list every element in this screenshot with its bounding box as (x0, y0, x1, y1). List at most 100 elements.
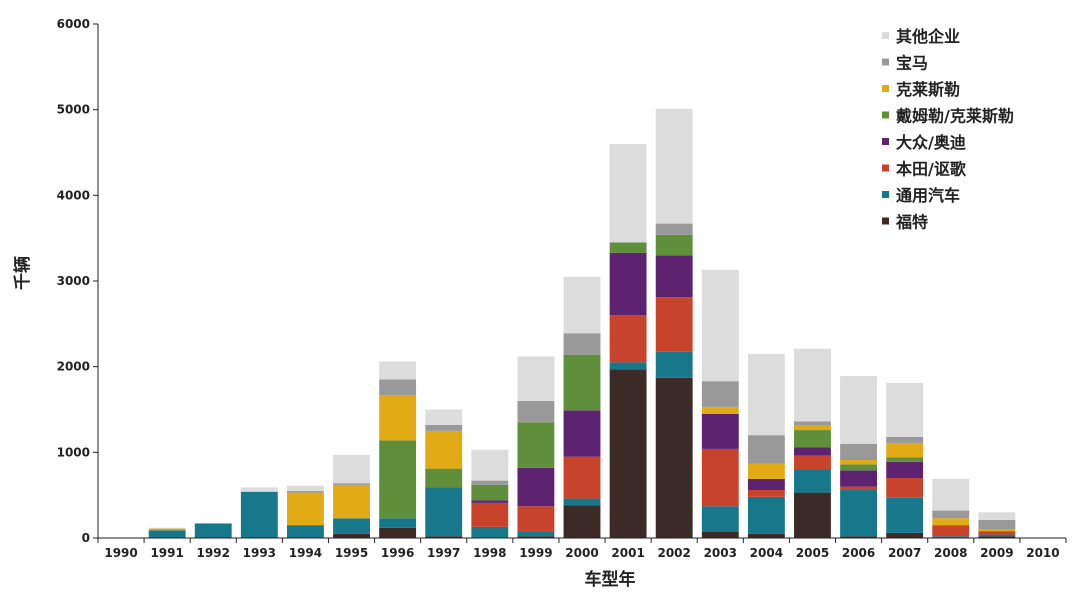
x-tick-label: 1997 (427, 546, 460, 560)
bar-segment (886, 497, 924, 533)
y-tick-label: 4000 (57, 188, 90, 202)
bar-segment (932, 478, 970, 511)
bar-segment (840, 376, 878, 444)
bar-segment (701, 381, 739, 407)
bar-segment (517, 467, 555, 507)
bar-segment (379, 518, 417, 528)
legend-swatch (882, 111, 889, 119)
bar-segment (701, 406, 739, 414)
bar-segment (840, 460, 878, 465)
x-tick-label: 1992 (197, 546, 230, 560)
bar-segment (886, 532, 924, 538)
bar-segment (886, 382, 924, 437)
bar-segment (517, 356, 555, 401)
bar-segment (609, 252, 647, 316)
legend-label: 本田/讴歌 (896, 160, 967, 179)
bar-segment (794, 492, 831, 538)
bar-segment (517, 422, 555, 468)
x-tick-label: 2007 (888, 546, 921, 560)
y-tick-label: 3000 (57, 274, 90, 288)
bar-segment (379, 379, 417, 395)
bar-segment (286, 490, 324, 493)
bar-segment (747, 496, 785, 534)
y-axis-ticks: 0 1000 2000 3000 4000 5000 6000 (57, 17, 98, 545)
bar-segment (517, 400, 555, 423)
bar-segment (333, 454, 370, 484)
bar-segment (840, 486, 878, 491)
bar-segment (517, 532, 555, 537)
bar-segment (840, 443, 878, 461)
bar-segment (425, 409, 463, 425)
x-tick-label: 1994 (289, 546, 322, 560)
bar-segment (701, 506, 739, 533)
legend-label: 宝马 (896, 54, 928, 73)
bar-segment (471, 502, 509, 527)
bar-segment (563, 456, 601, 499)
bar-segment (609, 242, 647, 253)
y-tick-label: 5000 (57, 103, 90, 117)
legend-swatch (882, 85, 889, 92)
bar-segment (471, 526, 509, 538)
x-axis-ticks: 1990 1991 1992 1993 1994 1995 1996 1997 1998 1999… (97, 538, 1067, 560)
bar-segment (932, 525, 970, 537)
bar-segment (517, 506, 555, 533)
bar-segment (886, 436, 924, 443)
legend-label: 其他企业 (896, 27, 960, 46)
legend-label: 大众/奥迪 (896, 133, 966, 152)
x-tick-label: 1999 (519, 546, 552, 560)
bar-segment (609, 369, 647, 538)
bar-segment (563, 354, 601, 411)
bar-segment (794, 421, 831, 426)
legend-swatch (882, 58, 889, 66)
bar-segment (794, 348, 831, 422)
bar-segment (425, 536, 463, 538)
bar-segment (240, 491, 278, 538)
bar-segment (978, 520, 1016, 530)
x-tick-label: 1990 (104, 546, 137, 560)
x-tick-label: 2005 (796, 546, 829, 560)
bar-segment (425, 468, 463, 488)
bar-segment (425, 424, 463, 431)
x-tick-label: 2004 (750, 546, 783, 560)
y-tick-label: 6000 (57, 17, 90, 31)
bar-segment (471, 500, 509, 503)
bar-segment (701, 532, 739, 538)
bar-segment (655, 255, 693, 298)
bar-segment (978, 529, 1016, 532)
bar-segment (840, 490, 878, 537)
bar-segment (563, 505, 601, 538)
bar-segment (563, 410, 601, 457)
bar-segment (148, 530, 186, 538)
bar-segment (379, 527, 417, 538)
x-tick-label: 1996 (381, 546, 414, 560)
bar-segment (655, 223, 693, 235)
bar-segment (747, 533, 785, 538)
bar-segment (425, 487, 463, 537)
bar-segment (794, 430, 831, 448)
bar-segment (286, 525, 324, 538)
bar-segment (978, 512, 1016, 521)
legend-swatch (882, 32, 889, 39)
y-axis-title: 千辆 (12, 256, 33, 290)
bar-segment (471, 480, 509, 485)
x-tick-label: 1991 (150, 546, 183, 560)
bar-segment (655, 377, 693, 538)
bar-segment (701, 448, 739, 507)
bar-segment (333, 484, 370, 519)
legend-label: 戴姆勒/克莱斯勒 (896, 107, 1014, 126)
x-tick-label: 1998 (473, 546, 506, 560)
bar-segment (794, 425, 831, 431)
x-tick-label: 2008 (934, 546, 967, 560)
bar-segment (148, 527, 186, 529)
bar-segment (609, 315, 647, 363)
bar-segment (747, 478, 785, 491)
y-tick-label: 2000 (57, 360, 90, 374)
bar-segment (240, 487, 278, 492)
bar-segment (517, 536, 555, 538)
bar-segment (333, 483, 370, 485)
x-tick-label: 1993 (243, 546, 276, 560)
bar-segment (471, 484, 509, 501)
x-tick-label: 2006 (842, 546, 875, 560)
